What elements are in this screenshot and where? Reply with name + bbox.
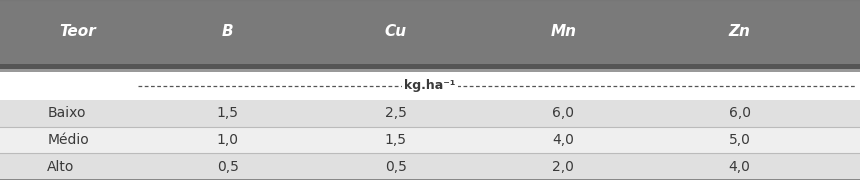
Bar <box>0 100 860 127</box>
Text: 1,5: 1,5 <box>384 133 407 147</box>
Text: Teor: Teor <box>59 24 95 39</box>
Bar <box>0 69 860 72</box>
Text: Mn: Mn <box>550 24 576 39</box>
Bar <box>0 0 860 64</box>
Bar <box>0 153 860 180</box>
Text: 0,5: 0,5 <box>217 160 239 174</box>
Text: 4,0: 4,0 <box>552 133 574 147</box>
Text: 1,5: 1,5 <box>217 106 239 120</box>
Text: 6,0: 6,0 <box>728 106 751 120</box>
Text: 5,0: 5,0 <box>728 133 751 147</box>
Text: 6,0: 6,0 <box>552 106 574 120</box>
Bar <box>0 72 860 100</box>
Text: Alto: Alto <box>47 160 75 174</box>
Text: Zn: Zn <box>728 24 751 39</box>
Text: 2,5: 2,5 <box>384 106 407 120</box>
Bar <box>0 64 860 69</box>
Text: Cu: Cu <box>384 24 407 39</box>
Text: 0,5: 0,5 <box>384 160 407 174</box>
Text: 4,0: 4,0 <box>728 160 751 174</box>
Text: Médio: Médio <box>47 133 89 147</box>
Text: B: B <box>222 24 234 39</box>
Text: kg.ha⁻¹: kg.ha⁻¹ <box>404 79 456 93</box>
Bar <box>0 127 860 153</box>
Text: 1,0: 1,0 <box>217 133 239 147</box>
Text: Baixo: Baixo <box>47 106 86 120</box>
Text: 2,0: 2,0 <box>552 160 574 174</box>
